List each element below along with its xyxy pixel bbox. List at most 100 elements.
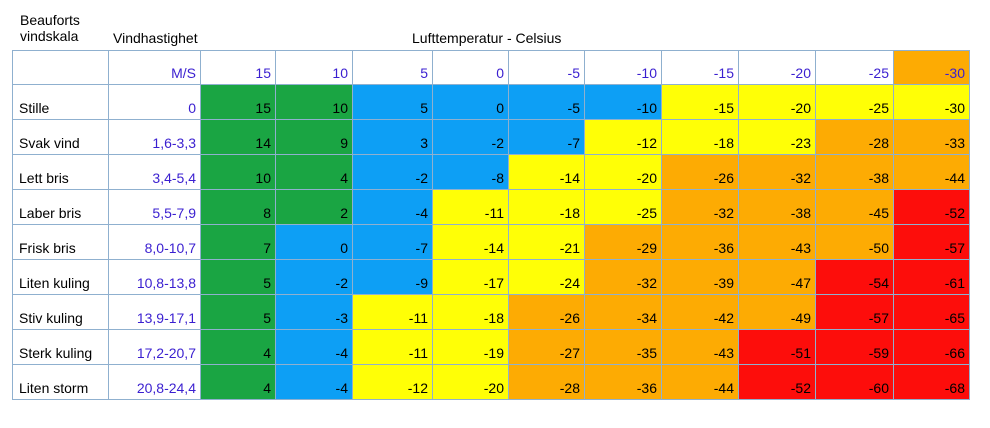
beaufort-label: Lett bris: [12, 154, 109, 190]
beaufort-scale-header: Beauforts vindskala: [20, 12, 80, 44]
beaufort-label: Stille: [12, 84, 109, 120]
wind-chill-cell: 7: [200, 224, 276, 260]
wind-chill-cell: 3: [352, 119, 433, 155]
wind-speed-value: 0: [108, 84, 201, 120]
wind-chill-cell: -32: [738, 154, 816, 190]
wind-chill-cell: -20: [738, 84, 816, 120]
temperature-header-cell: 15: [200, 50, 276, 85]
wind-chill-cell: -14: [432, 224, 509, 260]
wind-chill-cell: -57: [815, 294, 894, 330]
beaufort-label: Laber bris: [12, 189, 109, 225]
wind-chill-cell: -20: [432, 364, 509, 400]
wind-chill-cell: 5: [200, 294, 276, 330]
wind-chill-cell: -7: [508, 119, 585, 155]
wind-chill-cell: 15: [200, 84, 276, 120]
wind-chill-cell: -18: [661, 119, 739, 155]
unit-label: M/S: [108, 50, 201, 85]
wind-chill-cell: -39: [661, 259, 739, 295]
beaufort-label: Svak vind: [12, 119, 109, 155]
wind-chill-cell: -49: [738, 294, 816, 330]
wind-chill-cell: -21: [508, 224, 585, 260]
wind-chill-cell: -43: [661, 329, 739, 365]
wind-speed-value: 3,4-5,4: [108, 154, 201, 190]
temperature-header-row: M/S 15 10 5 0 -5 -10 -15 -20 -25 -30: [12, 50, 970, 85]
wind-chill-cell: -25: [584, 189, 662, 225]
wind-chill-cell: -38: [815, 154, 894, 190]
wind-chill-cell: 10: [275, 84, 353, 120]
beaufort-label: Frisk bris: [12, 224, 109, 260]
wind-chill-cell: -61: [893, 259, 970, 295]
wind-chill-cell: -32: [584, 259, 662, 295]
table-row: Laber bris 5,5-7,9 8 2 -4 -11 -18 -25 -32 -38 -45-…: [12, 189, 970, 225]
wind-chill-cell: -9: [352, 259, 433, 295]
wind-chill-cell: -28: [815, 119, 894, 155]
wind-chill-cell: -52: [738, 364, 816, 400]
wind-chill-cell: -42: [661, 294, 739, 330]
wind-chill-cell: -14: [508, 154, 585, 190]
table-row: Sterk kuling 17,2-20,7 4 -4 -11 -19 -27 -35 -43-…: [12, 329, 970, 365]
wind-chill-cell: 4: [200, 329, 276, 365]
temperature-header-cell: -10: [584, 50, 662, 85]
beaufort-label: Liten storm: [12, 364, 109, 400]
wind-chill-cell: -35: [584, 329, 662, 365]
wind-chill-cell: -27: [508, 329, 585, 365]
temperature-header-cell: 0: [432, 50, 509, 85]
wind-chill-cell: 2: [275, 189, 353, 225]
wind-chill-cell: 4: [200, 364, 276, 400]
beaufort-label: Liten kuling: [12, 259, 109, 295]
wind-chill-cell: -3: [275, 294, 353, 330]
wind-chill-cell: -19: [432, 329, 509, 365]
wind-chill-cell: 4: [275, 154, 353, 190]
wind-speed-value: 8,0-10,7: [108, 224, 201, 260]
wind-chill-cell: -29: [584, 224, 662, 260]
table-row: Stille 0 15 10 5 0 -5 -10 -15 -20 -25 -30: [12, 84, 970, 120]
wind-chill-cell: -11: [352, 294, 433, 330]
table-row: Liten kuling 10,8-13,8 5 -2 -9 -17 -24 -32 -39 -4…: [12, 259, 970, 295]
temperature-header-cell: -5: [508, 50, 585, 85]
wind-chill-cell: -44: [661, 364, 739, 400]
wind-chill-cell: -4: [352, 189, 433, 225]
wind-chill-cell: -5: [508, 84, 585, 120]
wind-chill-cell: -8: [432, 154, 509, 190]
wind-chill-cell: -45: [815, 189, 894, 225]
wind-chill-cell: -51: [738, 329, 816, 365]
wind-chill-cell: -18: [432, 294, 509, 330]
header-empty-cell: [12, 50, 109, 85]
wind-chill-cell: -2: [275, 259, 353, 295]
wind-chill-cell: 0: [432, 84, 509, 120]
wind-chill-cell: -12: [584, 119, 662, 155]
wind-speed-header: Vindhastighet: [113, 30, 198, 46]
wind-chill-cell: -23: [738, 119, 816, 155]
temperature-header-cell: -25: [815, 50, 894, 85]
wind-chill-cell: -57: [893, 224, 970, 260]
wind-chill-cell: -7: [352, 224, 433, 260]
wind-chill-cell: -2: [432, 119, 509, 155]
wind-chill-table: M/S 15 10 5 0 -5 -10 -15 -20 -25 -30 Stille 0 15 10 5 0-…: [12, 50, 970, 400]
table-row: Liten storm 20,8-24,4 4 -4 -12 -20 -28 -36 -44 -5…: [12, 364, 970, 400]
beaufort-label: Stiv kuling: [12, 294, 109, 330]
wind-chill-cell: -28: [508, 364, 585, 400]
wind-chill-cell: -44: [893, 154, 970, 190]
temperature-header-cell: -20: [738, 50, 816, 85]
wind-chill-cell: -68: [893, 364, 970, 400]
table-row: Svak vind 1,6-3,3 14 9 3 -2 -7 -12 -18 -23 -28 -33: [12, 119, 970, 155]
wind-chill-cell: 10: [200, 154, 276, 190]
wind-chill-cell: -59: [815, 329, 894, 365]
wind-chill-cell: -65: [893, 294, 970, 330]
wind-chill-cell: -11: [352, 329, 433, 365]
wind-chill-cell: -26: [508, 294, 585, 330]
wind-chill-cell: -2: [352, 154, 433, 190]
wind-chill-cell: -54: [815, 259, 894, 295]
wind-chill-cell: 9: [275, 119, 353, 155]
air-temperature-header: Lufttemperatur - Celsius: [412, 30, 562, 46]
table-row: Frisk bris 8,0-10,7 7 0 -7 -14 -21 -29 -36 -43 -50…: [12, 224, 970, 260]
wind-chill-cell: -12: [352, 364, 433, 400]
wind-chill-cell: -4: [275, 364, 353, 400]
wind-chill-cell: -38: [738, 189, 816, 225]
wind-speed-value: 10,8-13,8: [108, 259, 201, 295]
wind-speed-value: 13,9-17,1: [108, 294, 201, 330]
wind-chill-cell: -4: [275, 329, 353, 365]
wind-chill-cell: -43: [738, 224, 816, 260]
wind-chill-cell: -15: [661, 84, 739, 120]
wind-chill-cell: -47: [738, 259, 816, 295]
